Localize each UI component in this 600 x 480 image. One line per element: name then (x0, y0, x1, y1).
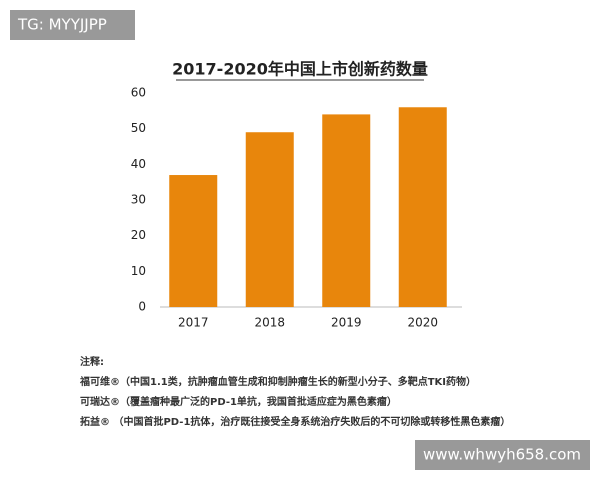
watermark: TG: MYYJJPP (17, 16, 107, 34)
x-tick-label: 2017 (178, 316, 209, 330)
y-tick-label: 0 (138, 300, 146, 314)
chart-title: 2017-2020年中国上市创新药数量 (172, 60, 428, 79)
note: 注释: (80, 355, 104, 368)
bar (245, 132, 294, 307)
bar (322, 114, 371, 308)
note: 拓益® （中国首批PD-1抗体，治疗既往接受全身系统治疗失败后的不可切除或转移性… (80, 415, 510, 428)
note: 福可维®（中国1.1类，抗肿瘤血管生成和抑制肿瘤生长的新型小分子、多靶点TKI药… (79, 375, 476, 388)
watermark-box (10, 10, 135, 40)
y-tick-label: 20 (131, 228, 146, 242)
note: 可瑞达®（覆盖瘤种最广泛的PD-1单抗，我国首批适应症为黑色素瘤） (80, 395, 397, 408)
watermark-box (415, 440, 590, 470)
y-tick-label: 50 (131, 121, 146, 135)
x-tick-label: 2018 (254, 316, 285, 330)
watermark: www.whwyh658.com (423, 446, 581, 464)
x-tick-label: 2020 (407, 316, 438, 330)
x-tick-label: 2019 (331, 316, 362, 330)
y-tick-label: 30 (131, 193, 146, 207)
y-tick-label: 10 (131, 264, 146, 278)
y-tick-label: 60 (131, 86, 146, 100)
bar (169, 175, 218, 307)
y-tick-label: 40 (131, 157, 146, 171)
bar (398, 107, 447, 308)
